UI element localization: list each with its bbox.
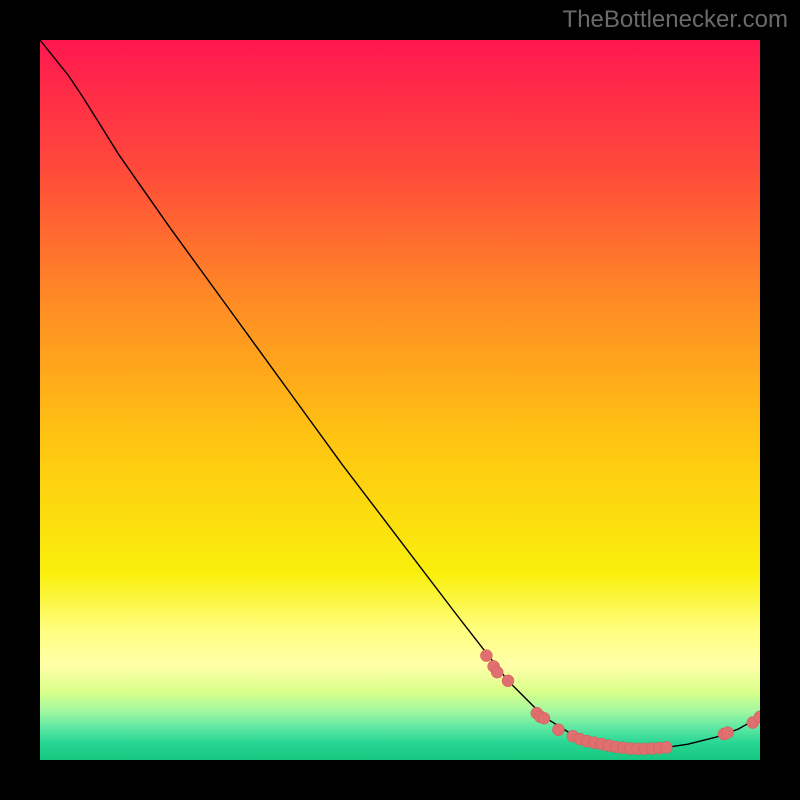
- data-marker: [660, 741, 672, 753]
- chart-container: TheBottlenecker.com: [0, 0, 800, 800]
- data-marker: [480, 650, 492, 662]
- data-marker: [491, 666, 503, 678]
- watermark-text: TheBottlenecker.com: [563, 6, 788, 34]
- chart-background: [40, 40, 760, 760]
- data-marker: [552, 724, 564, 736]
- data-marker: [722, 727, 734, 739]
- data-marker: [538, 712, 550, 724]
- bottleneck-chart: [40, 40, 760, 760]
- data-marker: [502, 675, 514, 687]
